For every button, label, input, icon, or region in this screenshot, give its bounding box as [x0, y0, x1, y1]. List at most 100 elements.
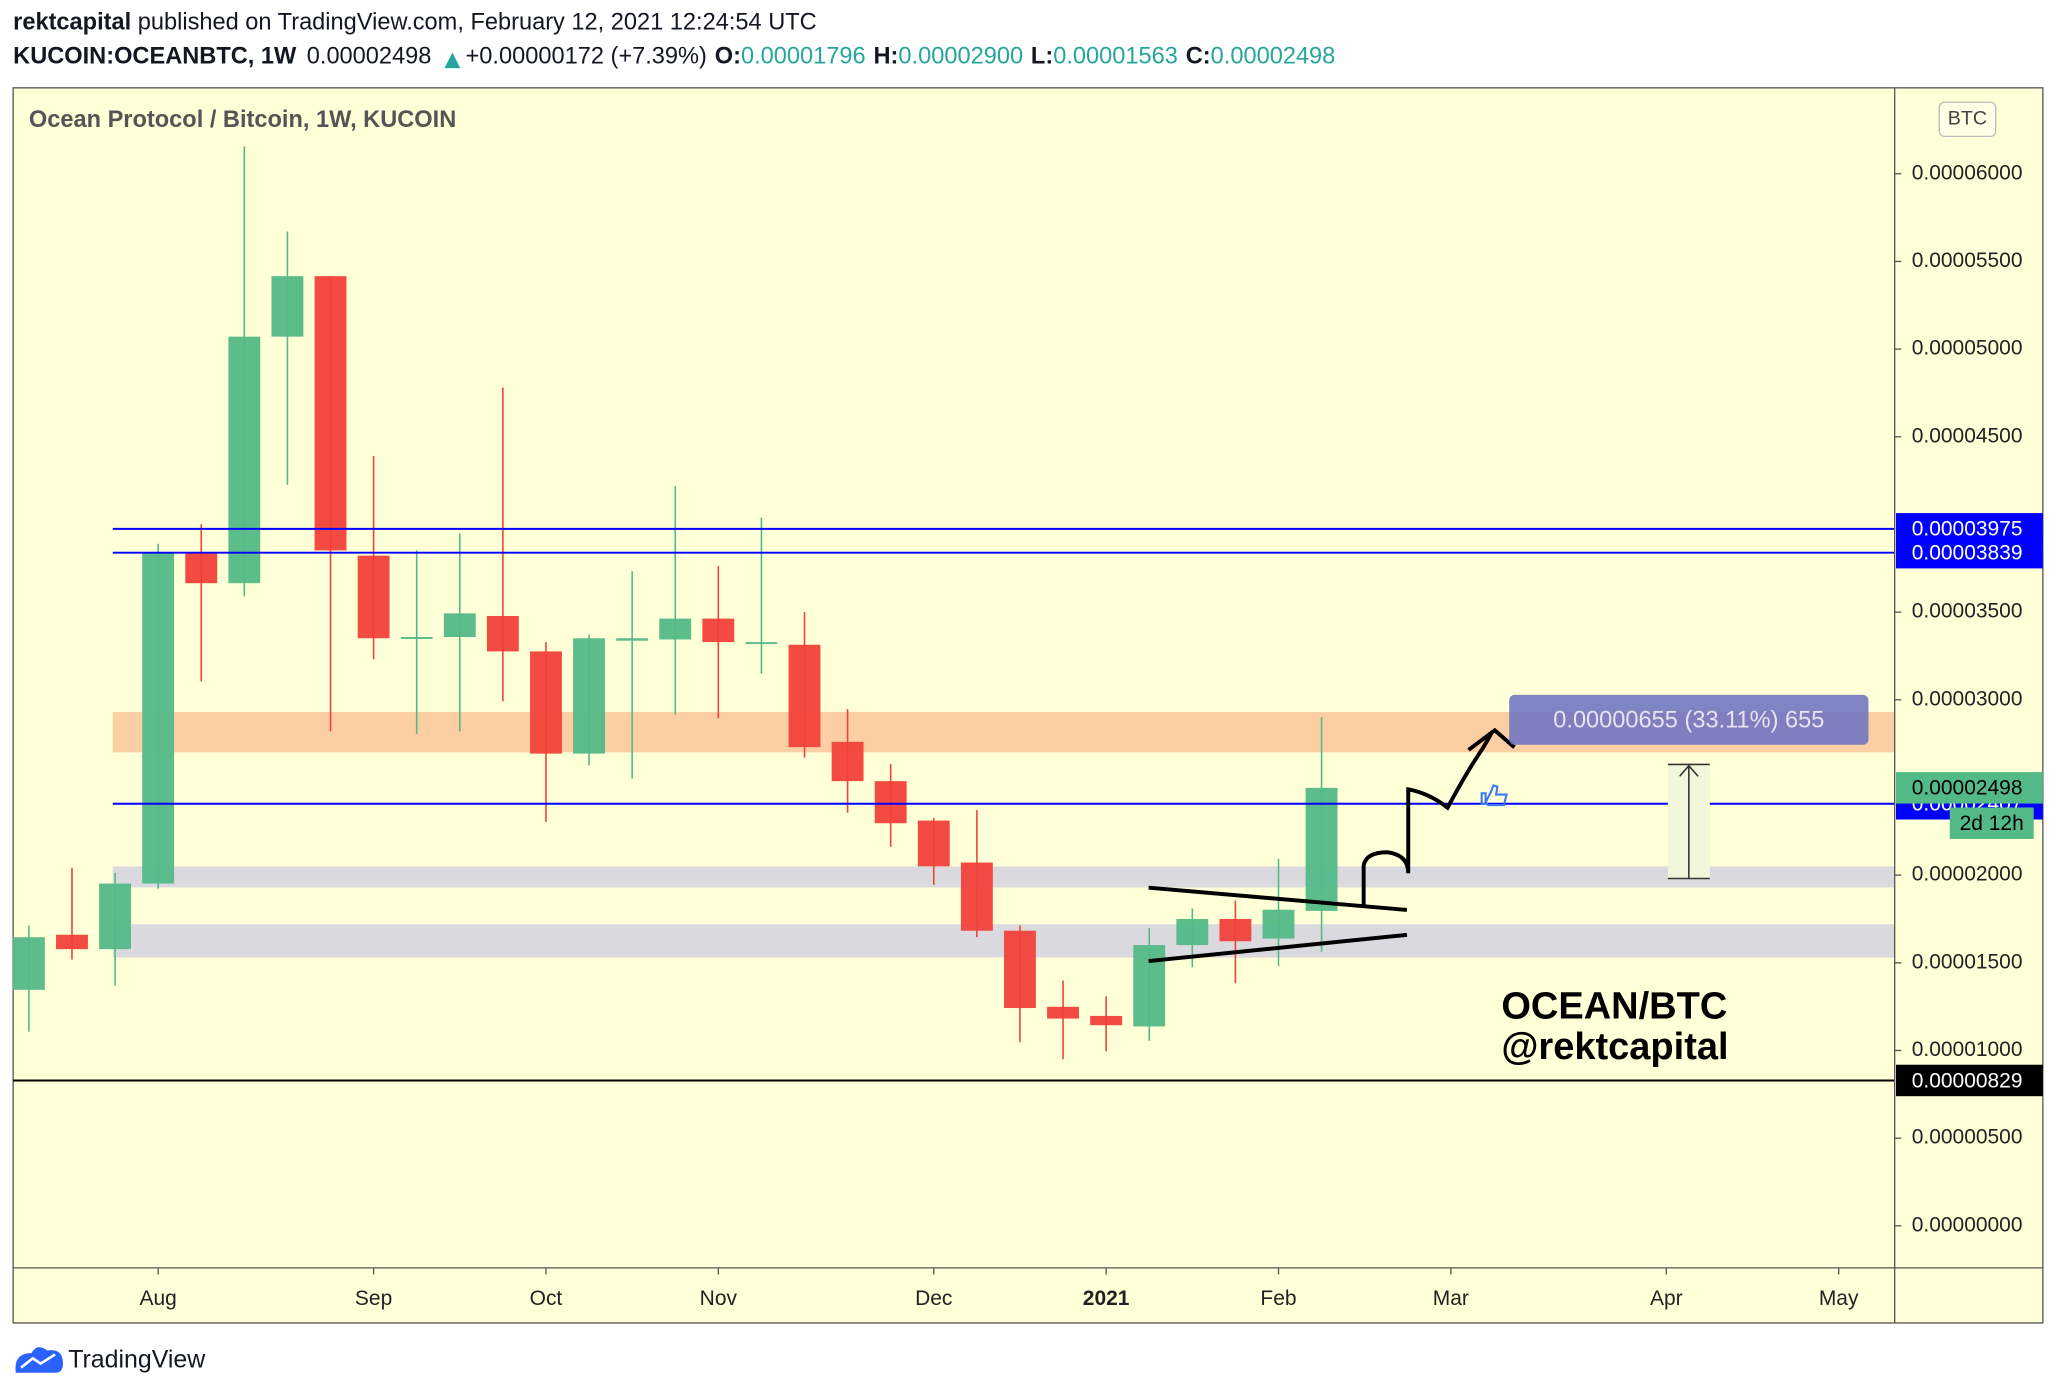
candle-body [99, 883, 132, 950]
symbol-line: KUCOIN:OCEANBTC, 1W 0.00002498 +0.00000172… [13, 44, 1335, 70]
candle-body [142, 553, 175, 884]
y-tick-label: 0.00000000 [1912, 1213, 2023, 1236]
y-tick-label: 0.00005500 [1912, 249, 2023, 272]
ohlc-key: H: [874, 44, 899, 70]
candle-body [788, 644, 821, 748]
candle-body [1047, 1006, 1079, 1019]
y-tick-label: 0.00006000 [1912, 161, 2023, 184]
footer-logo: TradingView [15, 1346, 206, 1374]
ohlc-key: C: [1186, 44, 1211, 70]
candle-body [1219, 918, 1252, 942]
candle-body [573, 638, 605, 754]
y-tick-label: 0.00001500 [1912, 950, 2023, 973]
countdown: 2d 12h [1960, 812, 2024, 835]
candle-body [1090, 1015, 1123, 1026]
candle-body [1176, 918, 1209, 946]
trendline [1148, 932, 1408, 964]
candle-body [314, 276, 347, 551]
ohlc-value: 0.00001563 [1053, 44, 1178, 70]
candle-body [185, 553, 218, 584]
y-tick-label: 0.00002000 [1912, 863, 2023, 886]
candle-body [443, 613, 476, 638]
countdown-box [1949, 807, 2034, 839]
x-tick-label: Aug [139, 1287, 176, 1310]
y-tick-label: 0.00003000 [1912, 687, 2023, 710]
ohlc-key: L: [1031, 44, 1053, 70]
candle-body [745, 642, 778, 645]
header-line: rektcapital published on TradingView.com,… [13, 10, 817, 36]
arrow-head [1467, 727, 1516, 752]
x-tick-label: Oct [530, 1287, 563, 1310]
drawings [1148, 727, 1516, 964]
currency-box [1938, 101, 1997, 138]
candle-body [12, 937, 45, 990]
x-tick-label: Apr [1650, 1287, 1683, 1310]
zone [112, 866, 1895, 888]
currency: BTC [1948, 108, 1987, 130]
price-label: 0.00003839 [1912, 542, 2023, 565]
ohlc-key: O: [715, 44, 741, 70]
thumbs-up-icon [1480, 784, 1508, 807]
candle-body [1133, 945, 1166, 1027]
projection-path [1361, 730, 1494, 905]
ohlc-value: 0.00002498 [1211, 44, 1336, 70]
price-label-box [1895, 772, 2043, 804]
zone [112, 924, 1895, 958]
candle-body [960, 862, 993, 931]
symbol: KUCOIN:OCEANBTC, 1W [13, 44, 297, 70]
ohlc-value: 0.00002900 [898, 44, 1023, 70]
y-tick-label: 0.00000500 [1912, 1126, 2023, 1149]
candle-body [228, 336, 261, 584]
candle-body [917, 820, 950, 867]
price-label: 0.00003975 [1912, 518, 2023, 541]
candle-body [357, 555, 390, 639]
price-label: 0.00000829 [1912, 1069, 2023, 1092]
price-label: 0.00002498 [1912, 777, 2023, 800]
candle-body [659, 618, 692, 640]
candle-body [530, 651, 562, 754]
x-tick-label: Nov [700, 1287, 738, 1310]
y-tick-label: 0.00003500 [1912, 600, 2023, 623]
measure-bracket [1667, 763, 1710, 880]
annotation: OCEAN/BTC [1501, 985, 1727, 1027]
footer-text: TradingView [68, 1346, 206, 1374]
candle-body [702, 618, 735, 643]
y-tick-label: 0.00005000 [1912, 337, 2023, 360]
candle-body [56, 934, 88, 950]
candle-body [831, 741, 864, 782]
candle-body [1004, 930, 1036, 1009]
x-tick-label: Dec [915, 1287, 952, 1310]
price-label-box [1895, 1064, 2043, 1097]
x-tick-label: Sep [355, 1287, 392, 1310]
candle-body [271, 276, 304, 337]
y-tick-label: 0.00001000 [1912, 1038, 2023, 1061]
chart-title: Ocean Protocol / Bitcoin, 1W, KUCOIN [29, 107, 456, 133]
candle-body [486, 615, 519, 652]
x-tick-label: Mar [1433, 1287, 1469, 1310]
logo-cloud [15, 1347, 63, 1373]
x-tick-label: Feb [1260, 1287, 1296, 1310]
x-tick-label: May [1819, 1287, 1859, 1310]
publisher: rektcapital [13, 10, 131, 36]
measure-label: 0.00000655 (33.11%) 655 [1553, 707, 1824, 733]
price-label-box [1895, 536, 2043, 569]
trendline [1148, 885, 1408, 912]
last-price: 0.00002498 [307, 44, 432, 70]
up-triangle [444, 52, 461, 69]
candle-body [874, 781, 907, 824]
x-tick-label: 2021 [1083, 1287, 1130, 1310]
measure-box [1509, 694, 1869, 745]
change: +0.00000172 (+7.39%) [466, 44, 707, 70]
candle-body [400, 637, 433, 639]
candle-body [1262, 909, 1295, 939]
candle-body [1305, 787, 1338, 911]
y-tick-label: 0.00004500 [1912, 424, 2023, 447]
ohlc-value: 0.00001796 [741, 44, 866, 70]
candle-body [616, 638, 649, 641]
logo-line [20, 1353, 56, 1369]
annotation: @rektcapital [1501, 1026, 1728, 1068]
published: published on TradingView.com, February 1… [138, 10, 817, 36]
plot-area [12, 146, 1895, 1082]
